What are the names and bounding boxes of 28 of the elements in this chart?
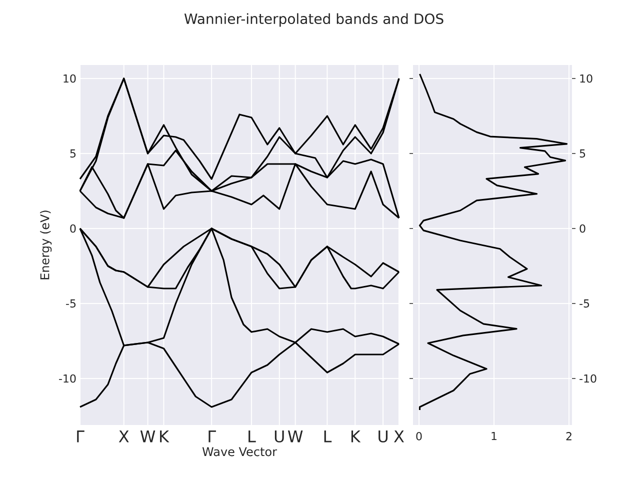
y-tick-label: 0 bbox=[580, 224, 586, 233]
x-tick-label: 2 bbox=[566, 432, 572, 440]
x-tick-label: L bbox=[324, 430, 332, 442]
y-axis-title: Energy (eV) bbox=[40, 210, 52, 280]
chart-title: Wannier-interpolated bands and DOS bbox=[184, 13, 444, 27]
x-tick-label: 0 bbox=[416, 432, 422, 440]
y-tick-label: 5 bbox=[70, 149, 76, 158]
x-axis-title: Wave Vector bbox=[202, 447, 278, 456]
y-tick-label: 0 bbox=[70, 224, 76, 233]
x-tick-label: W bbox=[140, 430, 156, 442]
x-tick-label: X bbox=[118, 430, 129, 442]
y-tick-label: -10 bbox=[580, 374, 596, 383]
y-tick-label: -5 bbox=[66, 299, 76, 308]
x-tick-label: K bbox=[160, 430, 170, 442]
y-tick-label: 10 bbox=[580, 74, 592, 83]
x-tick-label: L bbox=[248, 430, 256, 442]
x-tick-label: Γ bbox=[208, 430, 216, 442]
y-tick-label: -10 bbox=[59, 374, 76, 383]
x-tick-label: 1 bbox=[492, 432, 496, 440]
y-tick-label: 5 bbox=[580, 149, 586, 158]
y-tick-label: -5 bbox=[580, 299, 590, 308]
x-tick-label: U bbox=[378, 430, 388, 442]
x-tick-label: U bbox=[274, 430, 284, 442]
x-tick-label: K bbox=[351, 430, 361, 442]
y-tick-label: 10 bbox=[64, 74, 76, 83]
x-tick-label: X bbox=[394, 430, 404, 442]
x-tick-label: Γ bbox=[77, 430, 84, 442]
x-tick-label: W bbox=[288, 430, 303, 442]
